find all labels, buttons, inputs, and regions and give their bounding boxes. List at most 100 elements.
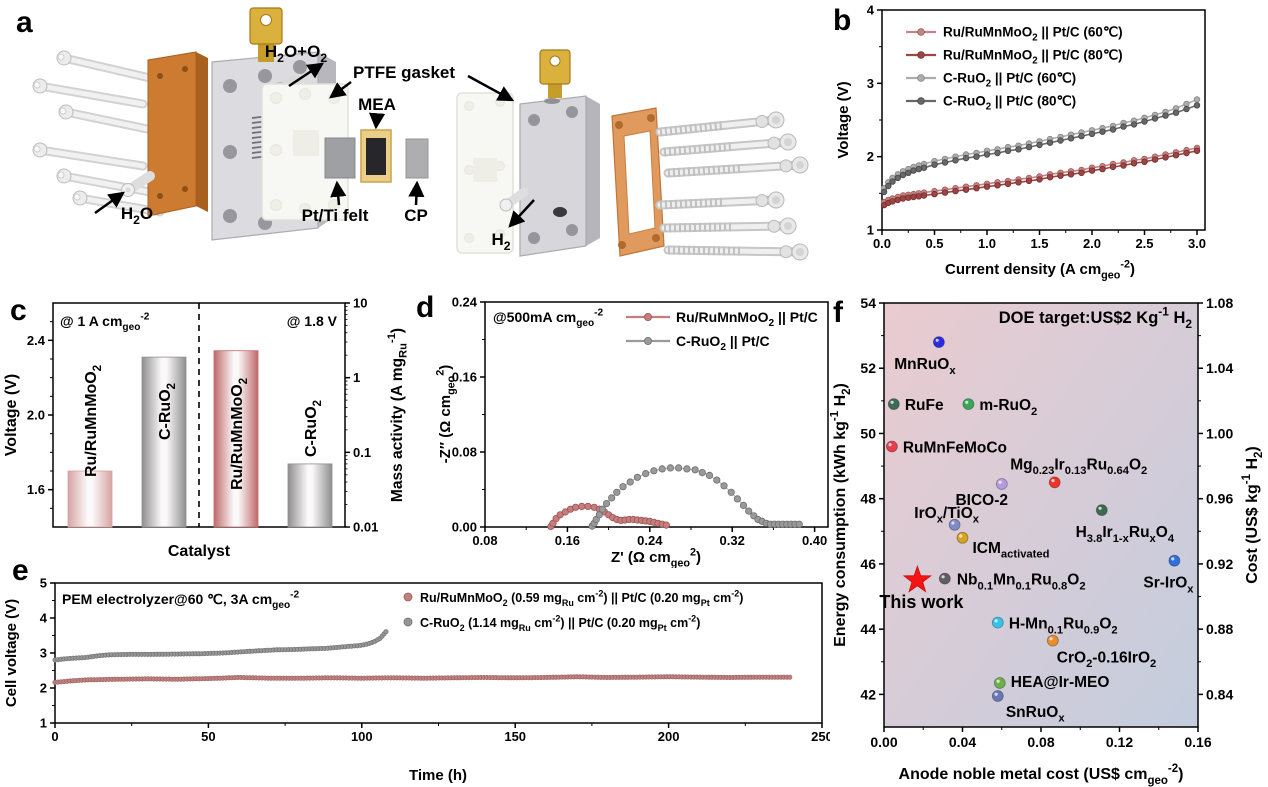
y2-tick-label: 1.04	[1206, 360, 1233, 376]
y2-tick-label: 0.96	[1206, 491, 1233, 507]
y-tick-label: 0.08	[452, 445, 477, 460]
x-tick-label: 2.5	[1135, 236, 1153, 251]
y-axis-label: -Z″ (Ω cmgeo2)	[434, 365, 457, 464]
panel-b-chart: 0.0 0.5 1.0 1.5 2.0 2.5 3.0 1 2 3 4 Current density…	[835, 3, 1206, 282]
x-tick-label: 0.04	[949, 734, 976, 750]
x-tick-label: 0.12	[1106, 734, 1133, 750]
x-tick-label: 0.08	[1027, 734, 1054, 750]
y2-tick-label: 10	[353, 296, 367, 311]
x-tick-label: 0.00	[870, 734, 897, 750]
bar-label: Ru/RuMnMoO2	[83, 365, 104, 477]
y-tick-label: 44	[860, 621, 876, 637]
data-point	[991, 690, 1004, 702]
point-label: IrOx/TiOx	[914, 505, 980, 526]
anode-terminal-gold	[249, 7, 283, 62]
y-tick-label: 0.16	[452, 370, 477, 385]
y-tick-label: 1	[867, 223, 874, 238]
point-label: CrO2-0.16IrO2	[1057, 650, 1157, 671]
bar-1	[141, 356, 187, 528]
y-axis-label: Cell voltage (V)	[3, 599, 20, 707]
y2-tick-label: 0.88	[1206, 621, 1233, 637]
bar-label: C-RuO2	[303, 400, 324, 457]
y-tick-label: 42	[860, 686, 876, 702]
data-point	[962, 398, 975, 410]
point-label: m-RuO2	[979, 397, 1037, 418]
y-tick-label: 46	[860, 556, 876, 572]
x-tick-label: 0.40	[802, 533, 827, 548]
annotation-left: @ 1 A cmgeo-2	[60, 312, 150, 334]
y-tick-label: 48	[860, 491, 876, 507]
panel-label-e: e	[12, 554, 29, 587]
point-label: Mg0.23Ir0.13Ru0.64O2	[1010, 456, 1147, 477]
bar-label: Ru/RuMnMoO2	[229, 378, 250, 490]
y-axis-label: Voltage (V)	[3, 374, 20, 456]
series-1	[588, 464, 803, 530]
panel-label-b: b	[833, 4, 852, 37]
point-label: ICMactivated	[973, 540, 1050, 561]
point-label: MnRuOx	[894, 356, 956, 377]
data-point	[1046, 634, 1059, 647]
point-label: RuFe	[905, 397, 944, 414]
x-tick-label: 0.5	[925, 236, 943, 251]
y-tick-label: 3	[867, 76, 874, 91]
assembly-bolts	[655, 111, 809, 261]
plot-frame	[883, 302, 1199, 728]
x-axis-label: Z' (Ω cmgeo2)	[611, 546, 701, 568]
point-label: BICO-2	[955, 492, 1008, 509]
y-tick-label: 2.4	[27, 333, 46, 348]
y-tick-label: 4	[867, 3, 875, 18]
legend-label: C-RuO2 || Pt/C (80℃)	[943, 94, 1076, 113]
y-tick-label: 50	[860, 425, 876, 441]
y2-tick-label: 0.01	[353, 520, 378, 535]
data-point	[995, 478, 1008, 490]
bar-3	[287, 463, 333, 528]
y2-tick-label: 1.08	[1206, 295, 1233, 311]
y-tick-label: 4	[40, 611, 48, 626]
panel-label-f: f	[833, 296, 843, 329]
annotation: @500mA cmgeo-2	[493, 308, 604, 330]
label-pt-ti-felt: Pt/Ti felt	[302, 206, 369, 225]
legend: Ru/RuMnMoO2 || Pt/C C-RuO2 || Pt/C	[626, 309, 818, 353]
series-3	[880, 102, 1201, 196]
y2-axis-label: Mass activity (A mgRu-1)	[386, 328, 410, 502]
panel-label-c: c	[10, 294, 27, 327]
data-point	[956, 531, 969, 544]
series-1	[880, 147, 1201, 209]
annotation-right: @ 1.8 V	[287, 313, 338, 329]
label-mea: MEA	[358, 95, 396, 114]
data-point	[887, 398, 900, 410]
y-tick-label: 54	[860, 295, 876, 311]
cathode-end-plate	[611, 107, 665, 257]
this-work-star	[902, 564, 932, 593]
label-ptfe-gasket: PTFE gasket	[353, 63, 455, 82]
point-label: HEA@Ir-MEO	[1011, 674, 1110, 691]
annotation: PEM electrolyzer@60 ℃, 3A cmgeo-2	[62, 590, 299, 612]
point-label: RuMnFeMoCo	[903, 440, 1007, 457]
ptfe-gasket-right	[456, 92, 514, 254]
y2-tick-label: 0.92	[1206, 556, 1233, 572]
x-tick-label: 2.0	[1083, 236, 1101, 251]
cathode-terminal-gold	[539, 49, 571, 98]
point-label: H-Mn0.1Ru0.9O2	[1009, 616, 1118, 637]
data-point	[938, 572, 951, 585]
x-tick-label: 0.0	[873, 236, 891, 251]
label-water-oxygen: H2O+O2	[265, 42, 327, 65]
tie-rods-left	[32, 50, 165, 217]
y2-tick-label: 1.00	[1206, 425, 1233, 441]
axes: 0.00 0.04 0.08 0.12 0.16 42 44 46 48 50 52 54 0.84 0.…	[860, 295, 1233, 750]
anode-end-plate	[147, 51, 208, 217]
bar-0	[67, 470, 113, 528]
data-point	[1048, 476, 1061, 489]
y-axis-label: Voltage (V)	[835, 81, 852, 158]
point-label: SnRuOx	[1006, 704, 1066, 725]
points: MnRuOx RuFe m-RuO2 RuMnFeMoCoMg0.23Ir0.13Ru…	[879, 336, 1194, 725]
y-tick-label: 3	[40, 646, 47, 661]
x-tick-label: 1.0	[978, 236, 996, 251]
legend-label: Ru/RuMnMoO2 || Pt/C (60℃)	[943, 25, 1123, 44]
panel-label-a: a	[16, 6, 33, 39]
data-point	[1095, 504, 1108, 517]
x-tick-label: 150	[504, 729, 526, 744]
panel-c-chart: 1.6 2.0 2.4 0.01 0.1 1 10 @ 1 A cmgeo-2 @ 1.8 V R…	[3, 296, 410, 561]
legend-label: Ru/RuMnMoO2 (0.59 mgRu cm-2) || Pt/C (0.…	[420, 588, 743, 607]
panel-f-chart: 0.00 0.04 0.08 0.12 0.16 42 44 46 48 50 52 54 0.84 0.…	[830, 295, 1265, 787]
